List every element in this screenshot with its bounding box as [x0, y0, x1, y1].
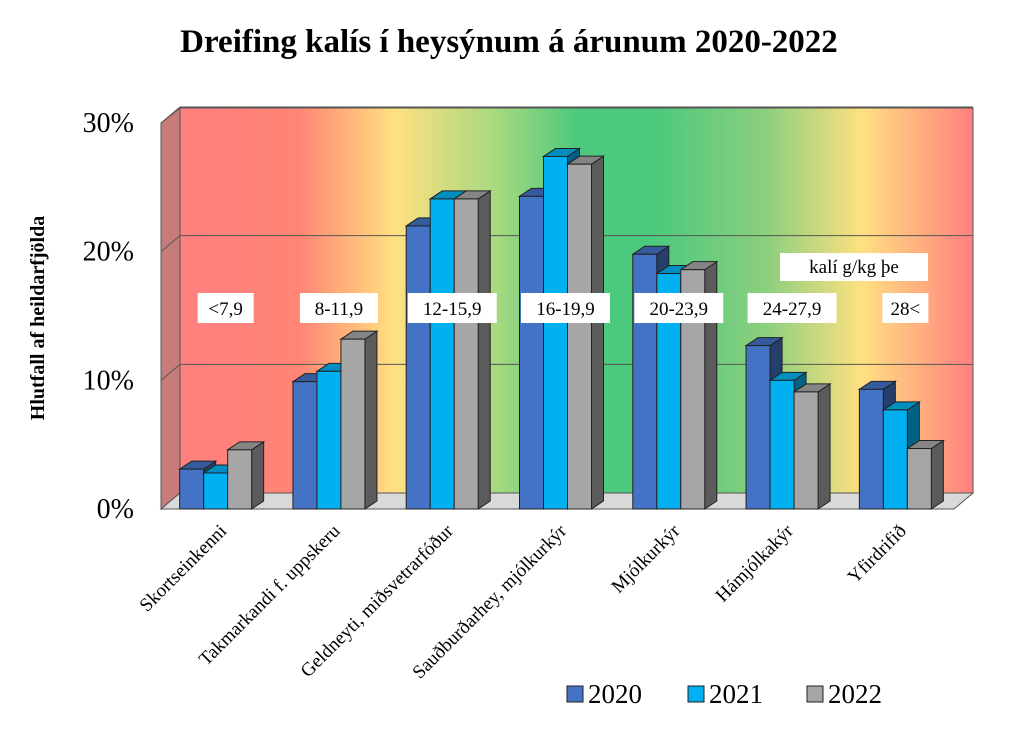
y-axis: 0% 10% 20% 30% — [83, 108, 134, 525]
bar-side — [251, 440, 265, 510]
x-tick-label: Hámjólkakýr — [712, 520, 798, 606]
legend-swatch-2021 — [687, 685, 705, 703]
range-label: 24-27,9 — [763, 299, 822, 320]
bar-side — [930, 439, 944, 510]
range-labels: <7,9 8-11,9 12-15,9 16-19,9 20-23,9 24-27,9 28… — [197, 293, 929, 323]
range-label: 8-11,9 — [315, 299, 363, 320]
range-label: 16-19,9 — [536, 299, 595, 320]
bar-front — [453, 198, 479, 510]
plot-side-wall — [160, 106, 181, 511]
bar-front — [429, 198, 455, 510]
unit-note: kalí g/kg þe — [780, 253, 928, 281]
x-tick-label: Skortseinkenni — [136, 521, 231, 616]
range-label-box — [407, 293, 497, 323]
bar-2022-3 — [452, 189, 492, 510]
y-tick-label: 20% — [83, 237, 134, 268]
gridline-side — [160, 235, 181, 253]
bar-side — [364, 330, 378, 510]
bar-front — [793, 391, 819, 510]
bar-front — [203, 472, 229, 510]
bar-2022-2 — [339, 330, 379, 510]
legend-swatch-2022 — [806, 685, 824, 703]
bar-front — [519, 195, 544, 510]
bar-2022-4 — [565, 155, 606, 510]
bar-front — [340, 338, 366, 510]
range-label-box — [882, 293, 929, 323]
bar-front — [405, 225, 431, 510]
bar-front — [632, 253, 658, 510]
y-tick-label: 0% — [97, 494, 134, 525]
bar-front — [179, 468, 205, 510]
range-label: 12-15,9 — [423, 299, 482, 320]
legend-label-2021: 2021 — [709, 679, 763, 709]
bar-side — [817, 382, 831, 510]
range-label-box — [197, 293, 254, 323]
gridline-side — [160, 106, 181, 124]
bar-side — [477, 189, 491, 510]
bars — [177, 147, 946, 510]
y-axis-label: Hlutfall af heildarfjölda — [27, 216, 49, 420]
bar-front — [858, 388, 884, 510]
bar-front — [769, 379, 795, 510]
range-label: 20-23,9 — [649, 299, 708, 320]
x-tick-label: Yfirdrifið — [844, 521, 911, 588]
range-label: 28< — [890, 299, 920, 320]
x-tick-label: Mjólkurkýr — [608, 520, 685, 597]
bar-side — [591, 155, 604, 510]
bar-front — [227, 449, 253, 510]
y-tick-label: 10% — [83, 365, 134, 396]
range-label-box — [521, 293, 610, 323]
range-label: <7,9 — [208, 299, 242, 320]
bar-front — [543, 155, 568, 510]
legend-swatch-2020 — [566, 685, 584, 703]
bar-2022-6 — [792, 382, 832, 510]
gridline-side — [160, 363, 181, 381]
bar-front — [292, 381, 318, 510]
bar-front — [567, 163, 592, 510]
unit-note-text: kalí g/kg þe — [809, 257, 899, 278]
bar-front — [745, 345, 771, 510]
bar-front — [882, 409, 908, 510]
bar-2022-7 — [905, 439, 946, 510]
range-label-box — [747, 293, 837, 323]
bar-front — [906, 448, 932, 510]
bar-2022-1 — [225, 440, 266, 510]
legend: 2020 2021 2022 — [566, 679, 882, 709]
legend-label-2020: 2020 — [588, 679, 642, 709]
range-label-box — [634, 293, 724, 323]
chart-title: Dreifing kalís í heysýnum á árunum 2020-… — [180, 24, 838, 60]
bar-front — [316, 370, 342, 510]
range-label-box — [299, 293, 378, 323]
legend-label-2022: 2022 — [828, 679, 882, 709]
y-tick-label: 30% — [83, 108, 134, 139]
